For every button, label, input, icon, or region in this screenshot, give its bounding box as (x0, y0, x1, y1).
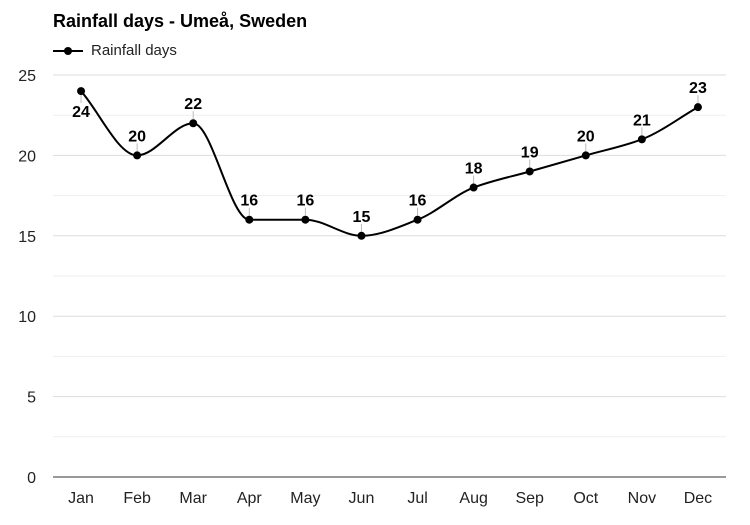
x-tick-label: Mar (179, 490, 207, 507)
data-label: 24 (72, 104, 90, 121)
y-tick-label: 0 (27, 470, 36, 487)
data-label: 23 (689, 80, 707, 97)
y-tick-label: 25 (18, 68, 36, 85)
data-point[interactable] (469, 183, 478, 192)
data-label: 21 (633, 112, 651, 129)
data-label: 20 (128, 128, 146, 145)
y-tick-label: 5 (27, 390, 36, 407)
data-label: 16 (296, 193, 314, 210)
x-tick-label: Aug (459, 490, 487, 507)
x-tick-label: May (290, 490, 320, 507)
data-point[interactable] (693, 103, 702, 112)
data-point[interactable] (637, 135, 646, 144)
series-line-rainfall-days (80, 90, 699, 237)
x-tick-label: Dec (684, 490, 712, 507)
data-point[interactable] (245, 215, 254, 224)
data-point[interactable] (525, 167, 534, 176)
data-point[interactable] (133, 151, 142, 160)
data-label: 22 (184, 96, 202, 113)
legend-swatch-icon (53, 44, 83, 58)
data-point[interactable] (581, 151, 590, 160)
data-label: 18 (465, 161, 483, 178)
x-tick-label: Jan (68, 490, 94, 507)
legend[interactable]: Rainfall days (53, 42, 177, 59)
data-point[interactable] (357, 231, 366, 240)
data-point[interactable] (77, 87, 86, 96)
data-point[interactable] (189, 119, 198, 128)
x-tick-label: Jun (349, 490, 375, 507)
data-point[interactable] (413, 215, 422, 224)
x-tick-label: Apr (237, 490, 263, 507)
x-tick-label: Nov (628, 490, 656, 507)
y-tick-label: 20 (18, 148, 36, 165)
x-tick-label: Sep (515, 490, 544, 507)
x-tick-label: Feb (123, 490, 151, 507)
y-tick-label: 10 (18, 309, 36, 326)
data-label: 16 (240, 193, 258, 210)
data-label: 16 (409, 193, 427, 210)
data-label: 20 (577, 128, 595, 145)
y-tick-label: 15 (18, 229, 36, 246)
data-label: 15 (353, 209, 371, 226)
data-point[interactable] (301, 215, 310, 224)
x-tick-label: Oct (573, 490, 598, 507)
chart-title: Rainfall days - Umeå, Sweden (53, 11, 308, 31)
legend-label: Rainfall days (91, 42, 177, 59)
data-label: 19 (521, 144, 539, 161)
x-tick-label: Jul (407, 490, 427, 507)
